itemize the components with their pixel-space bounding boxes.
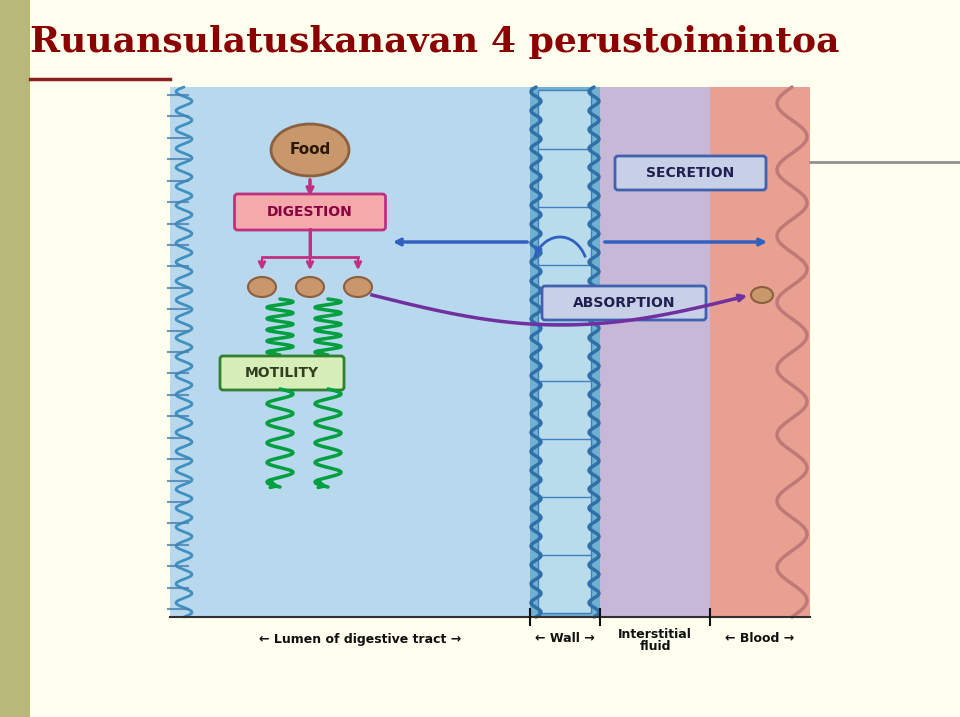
Text: ← Wall →: ← Wall →	[535, 632, 595, 645]
Text: Food: Food	[289, 143, 330, 158]
FancyBboxPatch shape	[539, 323, 591, 381]
Text: MOTILITY: MOTILITY	[245, 366, 319, 380]
FancyBboxPatch shape	[539, 90, 591, 150]
Text: ← Blood →: ← Blood →	[726, 632, 795, 645]
FancyBboxPatch shape	[615, 156, 766, 190]
Bar	[170, 87, 530, 617]
Bar	[710, 87, 810, 617]
Ellipse shape	[344, 277, 372, 297]
Ellipse shape	[248, 277, 276, 297]
FancyBboxPatch shape	[539, 381, 591, 440]
Text: ABSORPTION: ABSORPTION	[573, 296, 675, 310]
FancyBboxPatch shape	[539, 206, 591, 265]
FancyBboxPatch shape	[220, 356, 344, 390]
Text: ← Lumen of digestive tract →: ← Lumen of digestive tract →	[259, 632, 461, 645]
Bar	[530, 87, 600, 617]
FancyBboxPatch shape	[539, 496, 591, 556]
Text: fluid: fluid	[639, 640, 671, 652]
Text: Interstitial: Interstitial	[618, 627, 692, 640]
FancyBboxPatch shape	[539, 554, 591, 614]
Ellipse shape	[296, 277, 324, 297]
Text: DIGESTION: DIGESTION	[267, 205, 353, 219]
Bar	[0, 0, 30, 717]
FancyBboxPatch shape	[539, 265, 591, 323]
Bar	[600, 87, 710, 617]
FancyBboxPatch shape	[234, 194, 386, 230]
FancyBboxPatch shape	[539, 148, 591, 207]
Ellipse shape	[751, 287, 773, 303]
Text: SECRETION: SECRETION	[646, 166, 734, 180]
Ellipse shape	[271, 124, 349, 176]
FancyBboxPatch shape	[539, 439, 591, 498]
FancyBboxPatch shape	[542, 286, 706, 320]
Text: Ruuansulatuskanavan 4 perustoimintoa: Ruuansulatuskanavan 4 perustoimintoa	[30, 25, 839, 59]
